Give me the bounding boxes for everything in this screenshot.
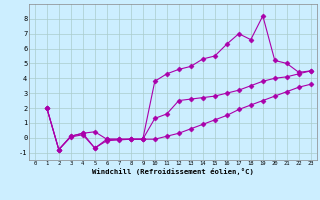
X-axis label: Windchill (Refroidissement éolien,°C): Windchill (Refroidissement éolien,°C) [92, 168, 254, 175]
